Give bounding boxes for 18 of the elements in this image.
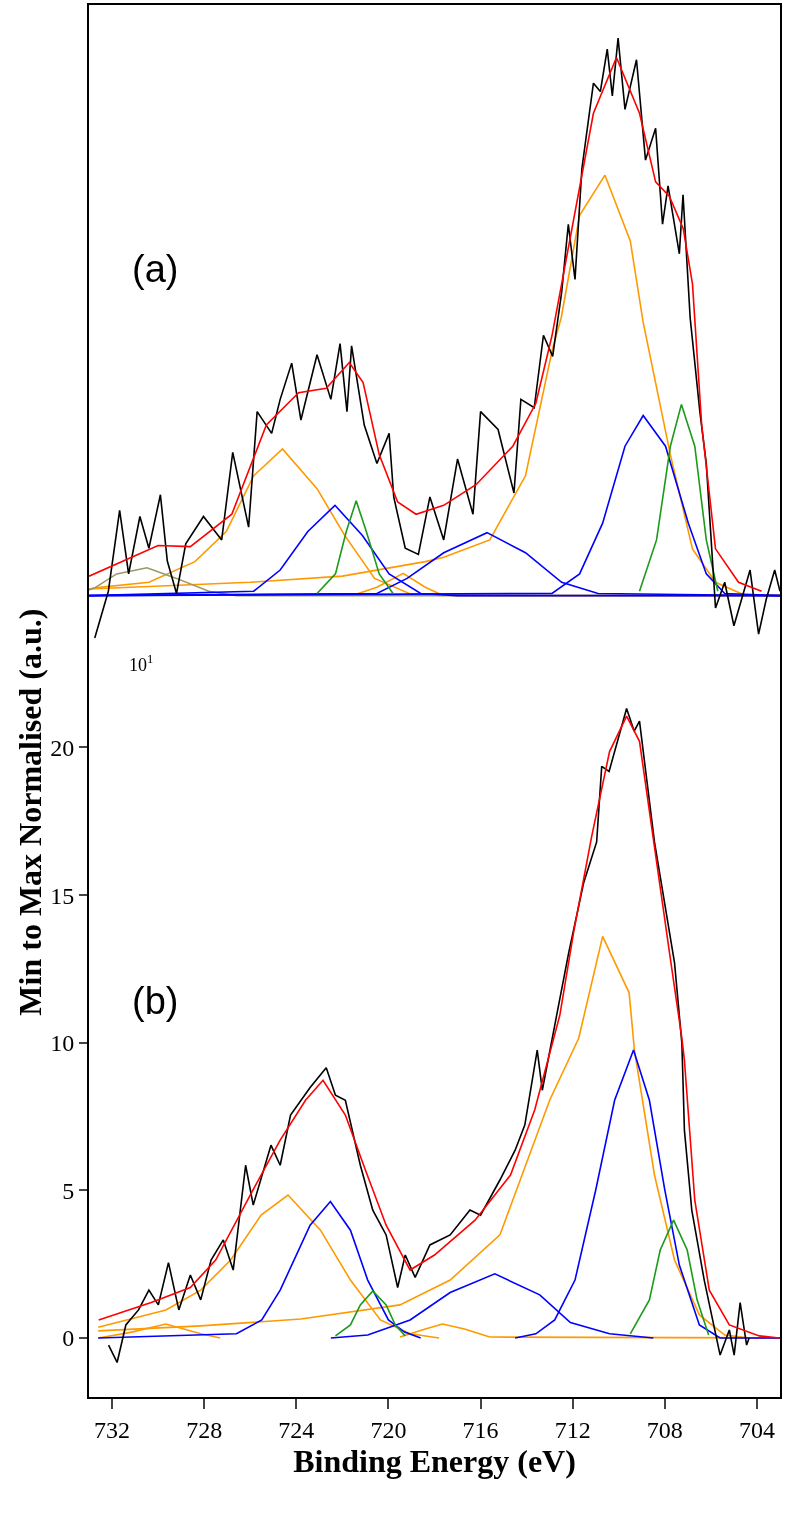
x-tick-label: 716 <box>462 1416 499 1443</box>
x-tick-label: 732 <box>94 1416 131 1443</box>
y-tick-label: 0 <box>62 1325 75 1352</box>
x-axis-title: Binding Energy (eV) <box>293 1443 576 1480</box>
y-tick-label: 15 <box>50 882 75 909</box>
annotation: (a) <box>132 248 179 290</box>
x-tick-label: 728 <box>186 1416 223 1443</box>
y-tick-label: 10 <box>50 1030 75 1057</box>
annotation: 10$^{1}$ <box>129 652 154 675</box>
x-tick-label: 704 <box>738 1416 775 1443</box>
y-axis-title: Min to Max Normalised (a.u.) <box>11 608 48 1016</box>
x-tick-label: 712 <box>554 1416 591 1443</box>
x-tick-label: 708 <box>646 1416 683 1443</box>
y-tick-label: 20 <box>50 734 75 761</box>
x-tick-label: 724 <box>278 1416 315 1443</box>
y-tick-label: 5 <box>62 1177 75 1204</box>
annotation: (b) <box>132 980 179 1022</box>
x-tick-label: 720 <box>370 1416 407 1443</box>
